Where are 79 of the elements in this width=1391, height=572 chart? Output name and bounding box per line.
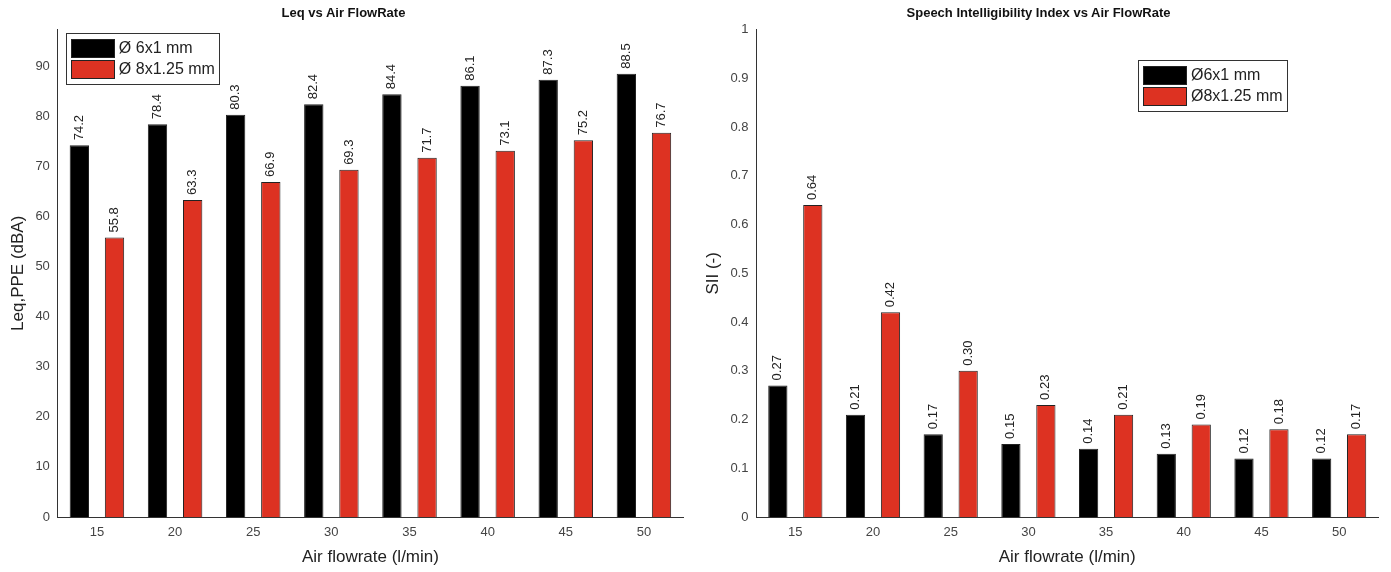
legend-label: Ø 6x1 mm <box>118 39 193 58</box>
x-tick-label: 25 <box>245 524 261 540</box>
y-tick-label: 0.1 <box>730 459 749 475</box>
y-tick-label: 0.5 <box>730 264 749 280</box>
x-tick-label: 15 <box>89 524 105 540</box>
data-label: 55.8 <box>106 207 122 233</box>
y-tick-label: 50 <box>35 258 50 274</box>
y-tick-label: 0.2 <box>730 411 749 427</box>
data-label: 0.15 <box>1002 413 1018 439</box>
data-label: 0.18 <box>1270 398 1286 425</box>
x-tick-label: 20 <box>167 524 183 540</box>
data-label: 84.4 <box>383 63 399 90</box>
data-label: 73.1 <box>496 120 512 146</box>
data-label: 0.12 <box>1235 428 1251 454</box>
x-tick-label: 30 <box>1021 524 1036 540</box>
legend-label: Ø 8x1.25 mm <box>118 60 215 79</box>
y-tick-label: 0.8 <box>730 118 749 134</box>
x-tick-label: 20 <box>865 524 881 540</box>
y-tick-label: 0.4 <box>730 313 749 329</box>
y-tick-label: 1 <box>741 21 749 37</box>
x-tick-label: 50 <box>636 524 652 540</box>
x-tick-label: 45 <box>558 524 574 540</box>
data-label: 0.13 <box>1157 423 1173 449</box>
data-label: 0.14 <box>1080 418 1096 444</box>
y-tick-label: 0 <box>741 508 749 524</box>
data-label: 78.4 <box>149 93 165 120</box>
data-label: 87.3 <box>539 49 555 75</box>
legend-label: Ø6x1 mm <box>1191 66 1261 85</box>
y-tick-label: 30 <box>35 358 50 374</box>
legend-label: Ø8x1.25 mm <box>1191 87 1283 106</box>
data-label: 0.17 <box>1348 403 1364 430</box>
data-label: 63.3 <box>184 169 200 195</box>
data-label: 71.7 <box>418 127 434 153</box>
data-label: 0.30 <box>959 340 975 366</box>
data-label: 88.5 <box>617 43 633 69</box>
data-label: 80.3 <box>227 84 243 110</box>
data-label: 0.21 <box>847 384 863 410</box>
y-tick-label: 0.6 <box>730 216 749 232</box>
x-tick-label: 15 <box>788 524 803 540</box>
y-tick-label: 90 <box>35 57 50 73</box>
data-label: 0.23 <box>1037 374 1053 400</box>
data-label: 0.64 <box>804 174 820 201</box>
x-axis-title: Air flowrate (l/min) <box>998 547 1136 567</box>
x-tick-label: 30 <box>324 524 339 540</box>
y-tick-label: 0 <box>42 508 50 524</box>
data-label: 0.12 <box>1313 428 1329 454</box>
data-label: 69.3 <box>340 139 356 165</box>
data-label: 0.19 <box>1192 394 1208 420</box>
y-tick-label: 0.9 <box>730 69 749 85</box>
chart-title: Speech Intelligibility Index vs Air FlowRate <box>906 5 1171 21</box>
data-label: 75.2 <box>574 109 590 136</box>
y-tick-label: 80 <box>35 107 50 123</box>
data-label: 86.1 <box>461 55 477 81</box>
y-tick-label: 60 <box>35 208 50 224</box>
data-label: 0.42 <box>882 281 898 308</box>
y-tick-label: 0.7 <box>730 167 749 183</box>
x-axis-title: Air flowrate (l/min) <box>301 547 439 567</box>
y-axis-title: SII (-) <box>702 252 722 295</box>
x-tick-label: 50 <box>1331 524 1347 540</box>
data-label: 76.7 <box>653 102 669 128</box>
y-tick-label: 20 <box>35 408 50 424</box>
x-tick-label: 35 <box>1098 524 1114 540</box>
data-label: 74.2 <box>70 115 86 141</box>
x-tick-label: 25 <box>943 524 958 540</box>
y-tick-label: 40 <box>35 308 50 324</box>
chart-title: Leq vs Air FlowRate <box>281 5 406 21</box>
x-tick-label: 45 <box>1254 524 1269 540</box>
y-tick-label: 10 <box>35 458 50 474</box>
data-label: 0.27 <box>769 355 785 381</box>
x-tick-label: 40 <box>480 524 495 540</box>
data-label: 66.9 <box>262 151 278 177</box>
y-tick-label: 70 <box>35 157 50 173</box>
data-label: 0.21 <box>1115 384 1131 410</box>
x-tick-label: 35 <box>402 524 417 540</box>
data-label: 0.17 <box>924 403 940 430</box>
y-tick-label: 0.3 <box>730 362 749 378</box>
data-label: 82.4 <box>305 73 321 100</box>
y-axis-title: Leq,PPE (dBA) <box>7 215 27 331</box>
x-tick-label: 40 <box>1176 524 1192 540</box>
